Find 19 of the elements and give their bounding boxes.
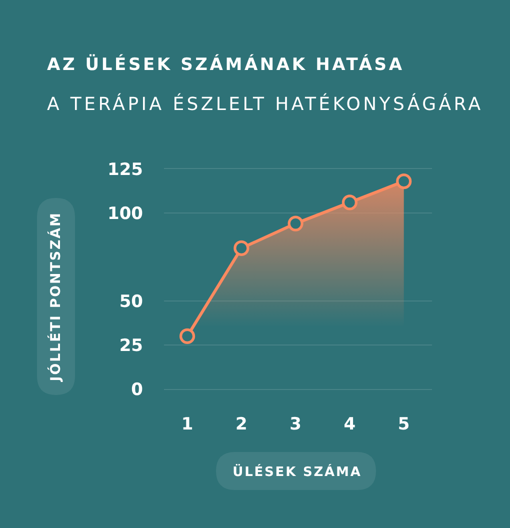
x-tick-label: 3	[290, 414, 302, 434]
point	[234, 240, 250, 256]
x-axis-title: ÜLÉSEK SZÁMA	[232, 463, 362, 480]
y-tick-label: 100	[108, 204, 144, 224]
chart-title: AZ ÜLÉSEK SZÁMÁNAK HATÁSA	[47, 54, 404, 75]
y-tick-label: 50	[119, 292, 144, 312]
y-tick-label: 25	[119, 336, 143, 356]
y-axis-title: JÓLLÉTI PONTSZÁM	[47, 212, 64, 382]
x-tick-label: 2	[236, 414, 248, 434]
x-tick-label: 5	[398, 414, 410, 434]
x-tick-label: 1	[181, 414, 194, 434]
point	[396, 174, 412, 190]
chart-subtitle: A TERÁPIA ÉSZLELT HATÉKONYSÁGÁRA	[47, 93, 484, 116]
point	[288, 216, 304, 232]
y-tick-label: 0	[131, 380, 144, 400]
y-tick-label: 125	[108, 160, 143, 180]
point	[342, 194, 358, 210]
x-tick-label: 4	[344, 414, 356, 434]
point	[179, 328, 196, 344]
